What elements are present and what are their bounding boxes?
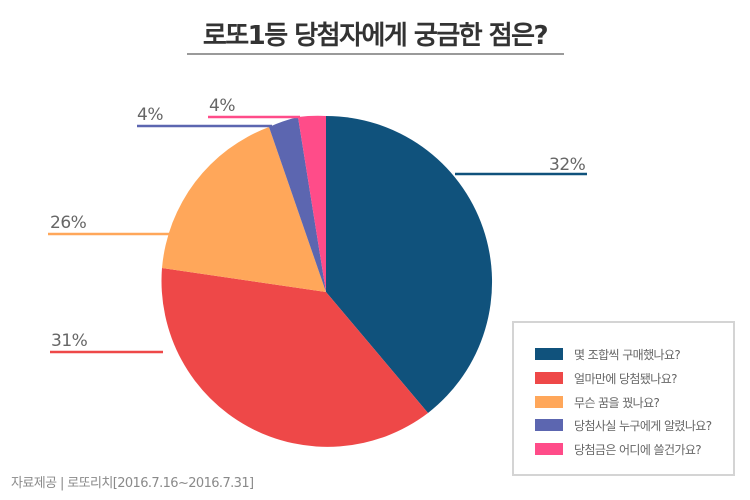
pie-slice-combos [326,115,493,413]
legend-label: 당첨금은 어디에 쓸건가요? [574,442,702,457]
legend-item: 무슨 꿈을 꿨나요? [535,394,660,410]
title-underline [187,53,564,55]
chart-title: 로또1등 당첨자에게 궁금한 점은? [202,21,549,51]
legend-swatch [535,443,563,455]
legend-item: 당첨사실 누구에게 알렸나요? [535,417,712,433]
legend-swatch [535,372,563,384]
pct-label-told-whom: 4% [137,105,163,125]
pct-label-time-to-win: 31% [51,331,88,351]
pie-slice-told-whom [269,117,326,292]
pct-label-combos: 32% [549,155,586,175]
legend-swatch [535,348,563,360]
pct-label-spend: 4% [209,96,235,116]
pie-slice-time-to-win [161,268,428,447]
legend-swatch [535,419,563,431]
pct-label-dream: 26% [50,213,87,233]
legend-label: 얼마만에 당첨됐나요? [574,371,678,386]
legend-item: 당첨금은 어디에 쓸건가요? [535,441,702,457]
legend-label: 몇 조합씩 구매했나요? [574,347,681,362]
pie-slice-dream [162,127,326,292]
legend-label: 당첨사실 누구에게 알렸나요? [574,418,712,433]
legend-label: 무슨 꿈을 꿨나요? [574,395,660,410]
legend: 몇 조합씩 구매했나요? 얼마만에 당첨됐나요? 무슨 꿈을 꿨나요? 당첨사실… [512,321,735,476]
legend-swatch [535,396,563,408]
legend-item: 몇 조합씩 구매했나요? [535,346,681,362]
pie-slice-spend [298,115,326,292]
source-footer: 자료제공 | 로또리치[2016.7.16~2016.7.31] [11,476,254,491]
legend-item: 얼마만에 당첨됐나요? [535,370,678,386]
